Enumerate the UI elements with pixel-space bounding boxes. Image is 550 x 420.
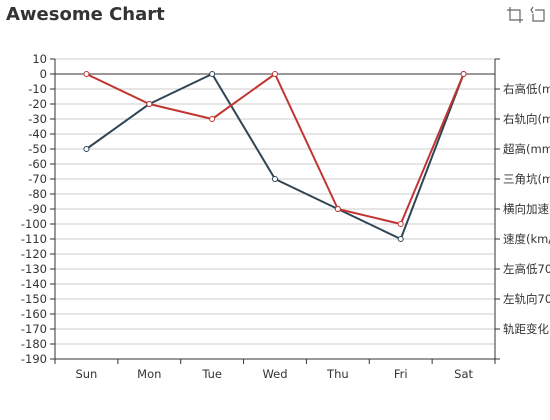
data-point	[460, 71, 467, 77]
grid-lines	[55, 58, 495, 360]
data-point	[83, 146, 90, 152]
y-tick-label: 10	[32, 52, 47, 66]
crop-icon[interactable]	[506, 6, 524, 24]
data-point	[83, 71, 90, 77]
x-tick-label: Wed	[262, 367, 287, 381]
y-tick-label: -80	[28, 187, 47, 201]
y-tick-label: -20	[28, 97, 47, 111]
x-tick-label: Tue	[201, 367, 222, 381]
right-tick-label: 左轨向70	[503, 292, 550, 306]
y-tick-label: -190	[21, 352, 47, 366]
y-tick-label: -130	[21, 262, 47, 276]
y-axis-ticks: 100-10-20-30-40-50-60-70-80-90-100-110-1…	[21, 52, 55, 366]
data-point	[272, 176, 278, 182]
data-point	[397, 236, 404, 242]
y-tick-label: -150	[21, 292, 47, 306]
data-point	[397, 221, 404, 227]
y-tick-label: -90	[28, 202, 47, 216]
right-tick-label: 右高低(m	[503, 82, 550, 96]
right-tick-label: 超高(mm	[503, 142, 550, 156]
x-tick-label: Mon	[137, 367, 161, 381]
data-point	[272, 71, 278, 77]
data-point	[334, 206, 341, 212]
y-tick-label: 0	[40, 67, 47, 81]
y-tick-label: -70	[28, 172, 47, 186]
y-tick-label: -120	[21, 247, 47, 261]
data-point	[209, 71, 216, 77]
data-point	[209, 116, 216, 122]
series-group	[83, 71, 467, 242]
y-tick-label: -100	[21, 217, 47, 231]
y-tick-label: -30	[28, 112, 47, 126]
x-tick-label: Thu	[326, 367, 349, 381]
restore-icon[interactable]	[530, 6, 548, 24]
right-tick-label: 右轨向(m	[503, 112, 550, 126]
y-tick-label: -160	[21, 307, 47, 321]
chart-title: Awesome Chart	[6, 4, 165, 25]
x-tick-label: Sat	[454, 367, 473, 381]
y-tick-label: -40	[28, 127, 47, 141]
y-tick-label: -110	[21, 232, 47, 246]
right-tick-label: 三角坑(m	[503, 172, 550, 186]
data-point	[146, 101, 153, 107]
x-axis-ticks: Sun Mon Tue Wed Thu Fri Sat	[54, 359, 496, 381]
y-tick-label: -170	[21, 322, 47, 336]
series-line-1	[85, 73, 465, 240]
y-tick-label: -60	[28, 157, 47, 171]
right-tick-label: 横向加速	[503, 202, 549, 216]
y-tick-label: -180	[21, 337, 47, 351]
x-tick-label: Sun	[75, 367, 97, 381]
toolbox	[506, 6, 548, 24]
right-tick-label: 轨距变化	[503, 322, 549, 336]
y-tick-label: -140	[21, 277, 47, 291]
y-tick-label: -50	[28, 142, 47, 156]
right-tick-label: 速度(km/	[503, 232, 550, 246]
right-tick-label: 左高低70	[503, 262, 550, 276]
x-tick-label: Fri	[394, 367, 408, 381]
y-tick-label: -10	[28, 82, 47, 96]
